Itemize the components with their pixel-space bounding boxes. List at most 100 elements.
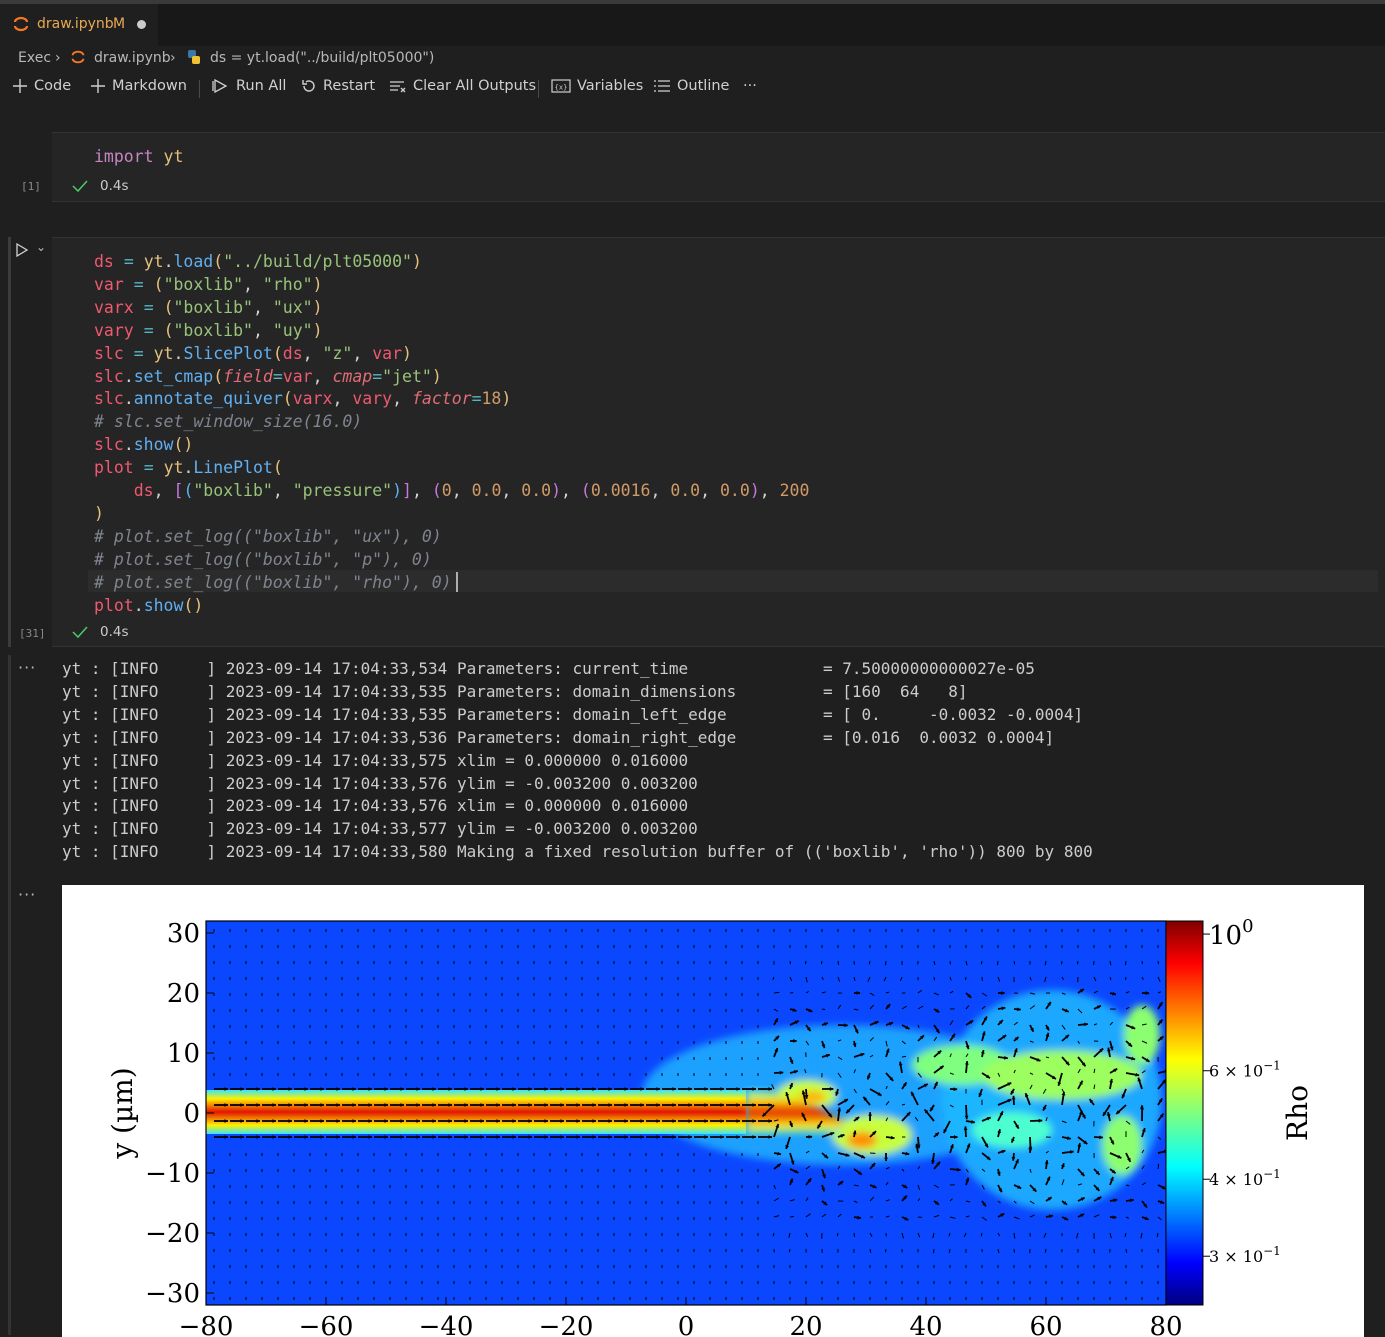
quiver-arrowhead bbox=[984, 1143, 988, 1148]
cell-focus-bar bbox=[8, 237, 11, 647]
quiver-arrowhead bbox=[794, 1169, 799, 1174]
quiver-arrowhead bbox=[999, 1020, 1003, 1024]
output-1-more-actions-button[interactable]: ··· bbox=[18, 658, 37, 677]
quiver-arrowhead bbox=[400, 1119, 404, 1123]
y-tick-label: −20 bbox=[145, 1219, 200, 1249]
quiver-arrowhead bbox=[752, 1135, 756, 1139]
y-tick-label: −10 bbox=[145, 1159, 200, 1189]
quiver-arrowhead bbox=[576, 1135, 580, 1139]
quiver-arrow bbox=[837, 976, 841, 982]
quiver-arrowhead bbox=[904, 1216, 909, 1221]
breadcrumb-notebook[interactable]: draw.ipynb bbox=[94, 50, 171, 66]
quiver-arrowhead bbox=[1161, 1185, 1166, 1190]
quiver-arrowhead bbox=[640, 1087, 644, 1091]
quiver-arrowhead bbox=[965, 1045, 970, 1050]
quiver-arrowhead bbox=[789, 1083, 793, 1088]
quiver-arrow bbox=[805, 1232, 809, 1238]
quiver-arrow bbox=[1125, 1216, 1129, 1219]
quiver-arrowhead bbox=[352, 1135, 356, 1139]
quiver-arrow bbox=[1029, 1214, 1035, 1218]
quiver-arrowhead bbox=[704, 1135, 708, 1139]
quiver-arrow bbox=[1156, 1232, 1159, 1238]
quiver-arrow bbox=[1029, 1168, 1032, 1173]
quiver-arrow bbox=[1029, 992, 1035, 995]
quiver-arrow bbox=[1077, 1040, 1080, 1045]
check-icon bbox=[72, 626, 88, 639]
quiver-arrowhead bbox=[905, 1025, 910, 1030]
add-code-button[interactable]: Code bbox=[12, 78, 71, 94]
quiver-arrow bbox=[948, 1232, 951, 1237]
run-all-button[interactable]: Run All bbox=[212, 78, 286, 94]
quiver-arrowhead bbox=[720, 1119, 724, 1123]
quiver-arrowhead bbox=[336, 1087, 340, 1091]
quiver-arrowhead bbox=[1047, 1001, 1051, 1006]
breadcrumb-cell[interactable]: ds = yt.load("../build/plt05000") bbox=[210, 50, 435, 66]
quiver-arrow bbox=[1093, 976, 1097, 982]
quiver-arrowhead bbox=[1127, 1157, 1131, 1162]
quiver-arrowhead bbox=[1079, 1080, 1083, 1085]
breadcrumb-exec[interactable]: Exec bbox=[18, 50, 52, 66]
quiver-arrowhead bbox=[1080, 1197, 1085, 1201]
breadcrumb: Exec › draw.ipynb › ds = yt.load("../bui… bbox=[0, 46, 1385, 70]
quiver-arrowhead bbox=[964, 1061, 969, 1065]
quiver-arrow bbox=[901, 1055, 907, 1058]
quiver-arrowhead bbox=[256, 1119, 260, 1123]
quiver-arrow bbox=[837, 1039, 842, 1042]
quiver-arrowhead bbox=[448, 1119, 452, 1123]
outline-label: Outline bbox=[677, 78, 730, 94]
colorbar-tick-label: 100 bbox=[1209, 916, 1254, 951]
quiver-arrowhead bbox=[1011, 1095, 1016, 1100]
quiver-arrowhead bbox=[889, 1076, 894, 1081]
quiver-arrowhead bbox=[1030, 1027, 1034, 1032]
quiver-arrowhead bbox=[1109, 1078, 1114, 1083]
quiver-arrow bbox=[933, 1036, 938, 1042]
quiver-arrowhead bbox=[776, 1163, 781, 1168]
quiver-arrowhead bbox=[336, 1135, 340, 1139]
quiver-arrow bbox=[885, 1101, 890, 1106]
clear-all-outputs-button[interactable]: Clear All Outputs bbox=[389, 78, 536, 94]
code-cell-1[interactable] bbox=[52, 132, 1385, 202]
cell-2-source[interactable]: ds = yt.load("../build/plt05000") var = … bbox=[94, 252, 810, 615]
quiver-arrowhead bbox=[528, 1135, 532, 1139]
unsaved-dot-icon[interactable] bbox=[137, 20, 146, 29]
tab-draw-ipynb[interactable]: draw.ipynb M bbox=[0, 4, 158, 46]
quiver-arrowhead bbox=[790, 1160, 795, 1165]
outline-button[interactable]: Outline bbox=[653, 78, 729, 94]
quiver-arrowhead bbox=[1128, 1042, 1132, 1047]
cell-1-source[interactable]: import yt bbox=[94, 147, 184, 166]
quiver-arrowhead bbox=[256, 1087, 260, 1091]
text-cursor bbox=[456, 572, 458, 592]
quiver-arrowhead bbox=[1113, 1198, 1118, 1203]
output-2-more-actions-button[interactable]: ··· bbox=[18, 885, 37, 904]
quiver-arrowhead bbox=[939, 1065, 944, 1070]
run-options-chevron-down-icon[interactable]: ⌄ bbox=[36, 240, 47, 254]
quiver-arrow bbox=[981, 992, 988, 997]
quiver-arrowhead bbox=[1131, 1056, 1136, 1061]
restart-button[interactable]: Restart bbox=[301, 78, 375, 94]
more-actions-button[interactable]: ··· bbox=[743, 78, 757, 94]
quiver-arrowhead bbox=[1080, 1213, 1085, 1218]
quiver-arrowhead bbox=[785, 1092, 790, 1097]
quiver-arrowhead bbox=[288, 1103, 292, 1107]
quiver-arrowhead bbox=[1081, 1114, 1086, 1119]
quiver-arrowhead bbox=[982, 1202, 986, 1207]
variables-button[interactable]: {x} Variables bbox=[551, 78, 643, 94]
quiver-arrowhead bbox=[768, 1119, 772, 1123]
quiver-arrow bbox=[1141, 1165, 1145, 1170]
quiver-arrowhead bbox=[954, 1135, 958, 1139]
quiver-arrow bbox=[789, 976, 793, 982]
log-line: yt : [INFO ] 2023-09-14 17:04:33,575 xli… bbox=[62, 750, 689, 770]
add-markdown-button[interactable]: Markdown bbox=[90, 78, 187, 94]
run-cell-button[interactable] bbox=[14, 242, 30, 262]
quiver-arrow bbox=[821, 1213, 827, 1218]
quiver-arrowhead bbox=[1045, 1032, 1050, 1037]
quiver-arrow bbox=[981, 1184, 985, 1190]
quiver-arrowhead bbox=[512, 1087, 516, 1091]
quiver-arrowhead bbox=[966, 1143, 971, 1148]
quiver-arrow bbox=[899, 976, 903, 982]
quiver-arrowhead bbox=[528, 1087, 532, 1091]
quiver-arrowhead bbox=[981, 1031, 986, 1036]
quiver-arrowhead bbox=[1140, 1105, 1145, 1110]
quiver-arrowhead bbox=[480, 1087, 484, 1091]
quiver-arrowhead bbox=[839, 1181, 844, 1185]
